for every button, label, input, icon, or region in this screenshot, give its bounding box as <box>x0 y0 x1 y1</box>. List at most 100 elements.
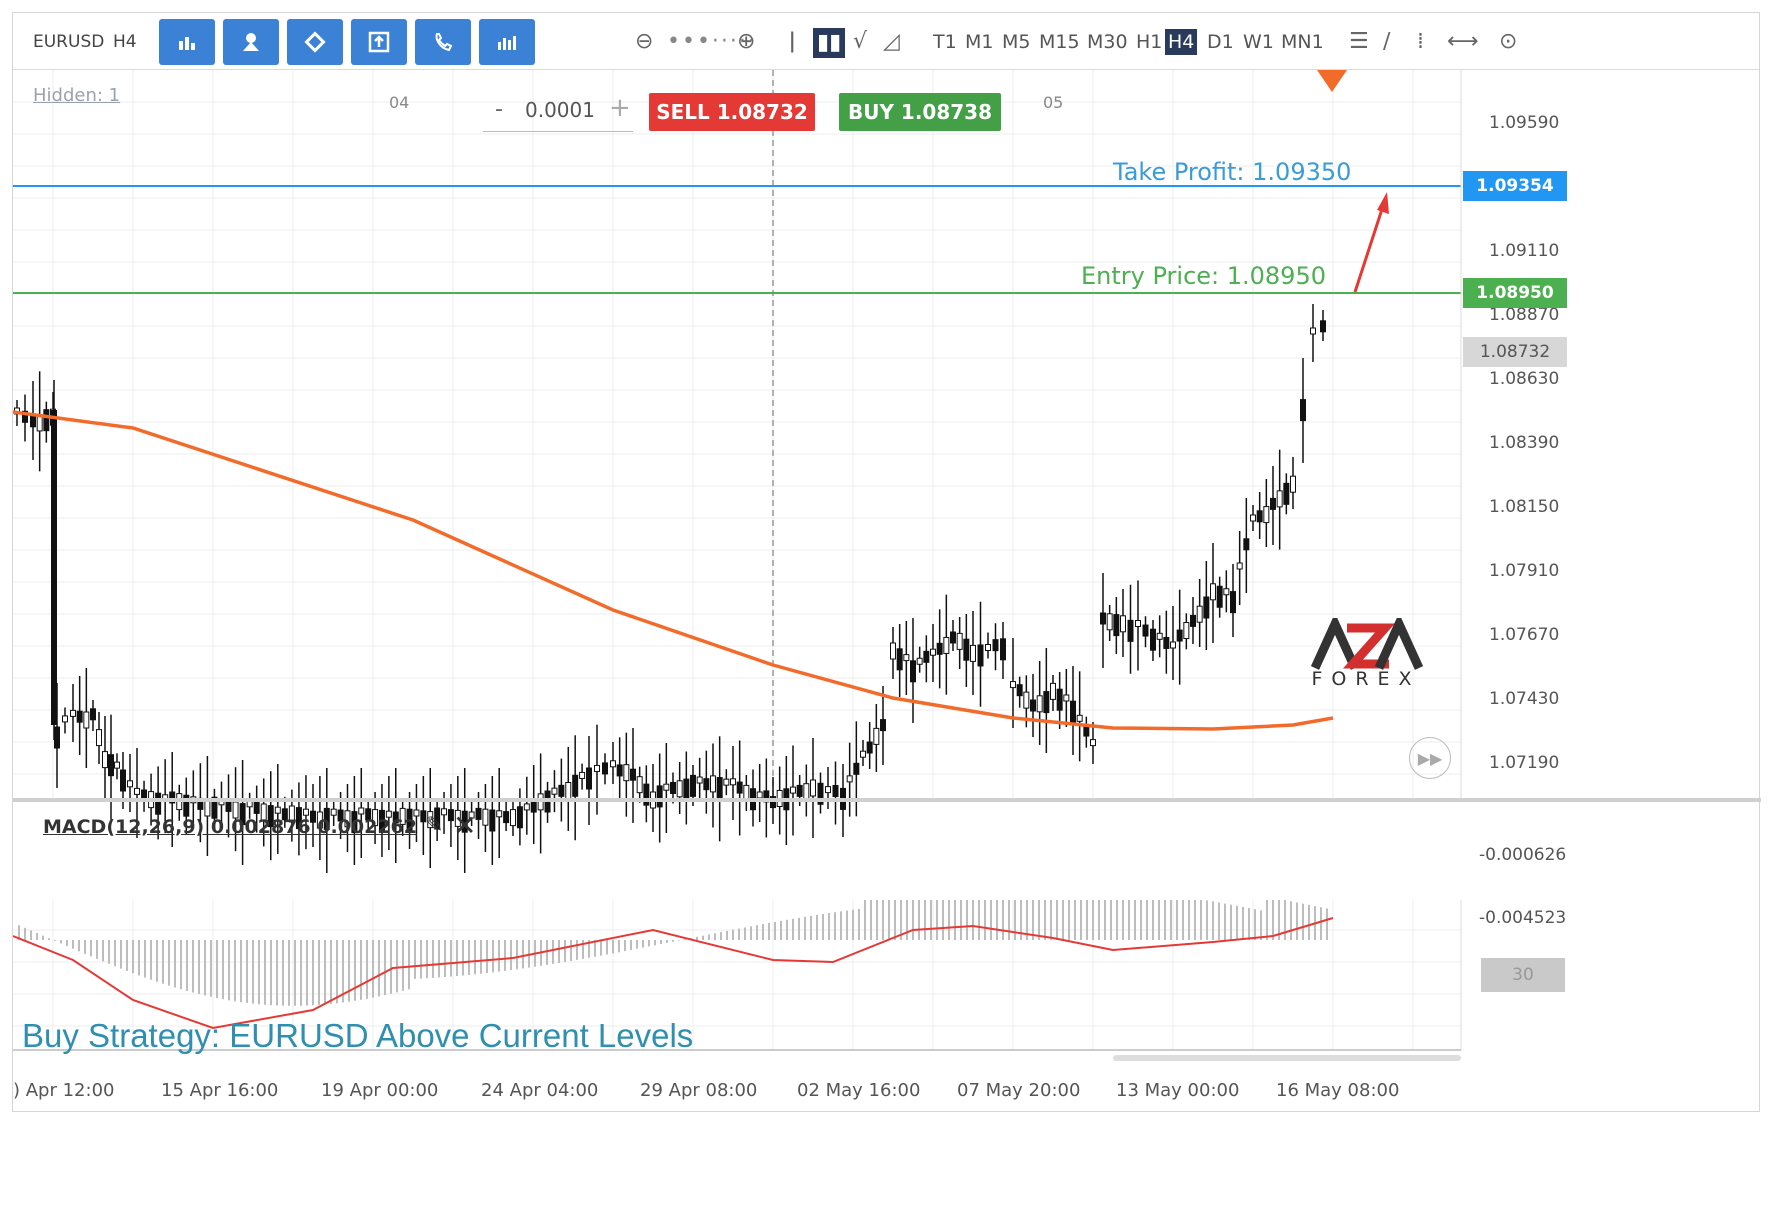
candle-body <box>796 784 803 797</box>
candle-body <box>420 810 427 823</box>
candle-body <box>108 754 114 777</box>
crosshair-icon[interactable]: ǀ <box>789 29 796 54</box>
close-icon[interactable]: ✕ <box>453 809 477 842</box>
zoom-out-icon[interactable]: ⊖ <box>635 29 654 54</box>
export-button[interactable] <box>351 19 407 65</box>
candle-body <box>489 809 496 832</box>
symbol-label[interactable]: EURUSD <box>33 32 105 52</box>
hidden-objects-link[interactable]: Hidden: 1 <box>33 85 121 106</box>
logo-mark <box>1310 613 1424 670</box>
candle-body <box>1113 614 1120 637</box>
macd-signal-line <box>13 917 1334 1030</box>
horizontal-line-icon[interactable]: ⟷ <box>1447 29 1479 54</box>
analytics-button[interactable] <box>479 19 535 65</box>
candle-body <box>323 807 330 830</box>
candle-body <box>475 807 482 820</box>
moving-average-line <box>13 410 1334 731</box>
qty-value[interactable]: 0.0001 <box>525 98 595 122</box>
tf-d1[interactable]: D1 <box>1207 31 1234 53</box>
trendline-icon[interactable]: ∕ <box>1383 29 1391 54</box>
time-tick: 13 May 00:00 <box>1116 1080 1240 1101</box>
price-tick: 1.07670 <box>1489 625 1560 645</box>
macd-chart[interactable] <box>13 900 1761 1068</box>
candle-body <box>602 762 608 775</box>
tf-m1[interactable]: M1 <box>965 31 994 53</box>
candle-body <box>1142 624 1149 637</box>
candle-body <box>1183 622 1190 640</box>
drawing-button[interactable] <box>287 19 343 65</box>
line-chart-icon[interactable]: √ <box>853 29 868 54</box>
quantity-stepper[interactable]: - 0.0001 + <box>483 89 633 132</box>
zoom-in-icon[interactable]: ⊕ <box>737 29 756 54</box>
timeframe-label[interactable]: H4 <box>113 32 137 52</box>
candle-body <box>1106 613 1113 631</box>
candle-body <box>54 726 60 749</box>
candle-body <box>1163 636 1170 649</box>
indicators-button[interactable] <box>223 19 279 65</box>
candle-body <box>358 807 365 815</box>
candle-body <box>155 792 162 815</box>
edit-icon[interactable]: ✎ <box>425 813 444 838</box>
tf-m15[interactable]: M15 <box>1039 31 1080 53</box>
time-tick: 15 Apr 16:00 <box>161 1080 279 1101</box>
zoom-slider[interactable]: •••····· <box>667 29 757 54</box>
tf-m5[interactable]: M5 <box>1002 31 1031 53</box>
candle-body <box>1230 591 1236 614</box>
tf-t1[interactable]: T1 <box>933 31 957 53</box>
bar-chart-button[interactable] <box>159 19 215 65</box>
candle-body <box>281 808 288 821</box>
candle-body <box>1290 475 1296 493</box>
candle-body <box>790 786 796 794</box>
candle-body <box>670 782 676 794</box>
buy-button[interactable]: BUY 1.08738 <box>839 93 1001 131</box>
price-chart[interactable] <box>13 70 1761 900</box>
tf-m30[interactable]: M30 <box>1087 31 1128 53</box>
bar-count-box[interactable]: 30 <box>1481 958 1565 992</box>
take-profit-price-tag: 1.09354 <box>1463 171 1567 201</box>
candle-body <box>516 806 523 829</box>
entry-price-tag: 1.08950 <box>1463 278 1567 308</box>
time-tick: ) Apr 12:00 <box>13 1080 115 1101</box>
candle-body <box>102 751 108 769</box>
candle-body <box>1250 514 1256 522</box>
candle-body <box>977 644 984 667</box>
candle-body <box>1150 628 1156 651</box>
bar-chart-icon <box>179 37 195 50</box>
call-button[interactable] <box>415 19 471 65</box>
tf-w1[interactable]: W1 <box>1243 31 1274 53</box>
candle-body <box>127 780 133 788</box>
candle-body <box>586 767 592 790</box>
fast-forward-button[interactable]: ▶▶ <box>1409 737 1451 779</box>
menu-icon[interactable]: ☰ <box>1349 29 1369 54</box>
tf-h4[interactable]: H4 <box>1165 29 1198 55</box>
qty-plus-button[interactable]: + <box>609 93 631 123</box>
candle-body <box>496 810 503 818</box>
candlestick-icon[interactable]: ▮▮ <box>813 28 846 58</box>
candle-body <box>295 807 302 830</box>
candle-body <box>1070 700 1076 723</box>
target-arrow-head <box>1377 192 1389 214</box>
candle-body <box>1063 694 1070 702</box>
candle-body <box>1076 714 1083 722</box>
tf-h1[interactable]: H1 <box>1136 31 1163 53</box>
settings-icon[interactable]: ⊙ <box>1499 29 1518 54</box>
candle-body <box>503 811 510 824</box>
candle-body <box>1016 684 1023 697</box>
tf-mn1[interactable]: MN1 <box>1281 31 1324 53</box>
sell-button[interactable]: SELL 1.08732 <box>649 93 815 131</box>
vertical-line-icon[interactable]: ⁞ <box>1417 29 1424 54</box>
candle-body <box>70 709 76 717</box>
candle-body <box>1196 605 1203 623</box>
candle-body <box>1135 620 1141 627</box>
area-chart-icon[interactable]: ◿ <box>883 29 900 54</box>
macd-legend[interactable]: MACD(12,26,9) 0.002876 0.002262 <box>43 816 417 838</box>
candle-body <box>1000 638 1006 661</box>
qty-minus-button[interactable]: - <box>495 97 503 122</box>
candle-body <box>1223 588 1230 596</box>
candle-body <box>1236 562 1243 570</box>
price-tick: 1.08870 <box>1489 305 1560 325</box>
horizontal-scrollbar[interactable] <box>1113 1055 1461 1061</box>
macd-histogram <box>18 900 1328 1006</box>
current-price-tag: 1.08732 <box>1463 337 1567 367</box>
candle-body <box>903 654 910 662</box>
